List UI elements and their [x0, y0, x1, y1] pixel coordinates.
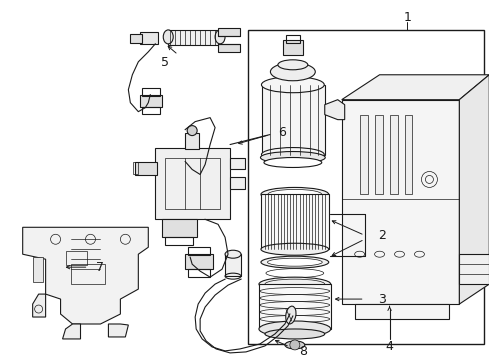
Bar	[390, 114, 397, 194]
Bar	[188, 269, 210, 277]
Polygon shape	[459, 75, 489, 304]
Polygon shape	[342, 100, 459, 304]
Ellipse shape	[215, 30, 225, 44]
Bar	[162, 219, 197, 237]
Bar	[283, 40, 303, 55]
Bar	[165, 158, 220, 210]
Polygon shape	[459, 254, 489, 284]
Bar	[218, 28, 240, 36]
Ellipse shape	[262, 77, 324, 93]
Polygon shape	[63, 324, 80, 339]
Ellipse shape	[268, 189, 322, 199]
Bar	[230, 177, 245, 189]
Bar	[133, 162, 138, 175]
Ellipse shape	[285, 341, 305, 349]
Bar	[185, 254, 213, 269]
Text: 1: 1	[404, 12, 412, 24]
Polygon shape	[108, 324, 128, 337]
Ellipse shape	[259, 321, 331, 337]
Bar	[130, 34, 142, 43]
Bar	[188, 247, 210, 255]
Polygon shape	[325, 100, 344, 120]
Ellipse shape	[286, 306, 296, 324]
Ellipse shape	[264, 158, 322, 167]
Text: 2: 2	[378, 229, 386, 242]
Circle shape	[187, 126, 197, 136]
Bar	[374, 114, 383, 194]
Ellipse shape	[278, 60, 308, 70]
Polygon shape	[155, 148, 230, 219]
Polygon shape	[262, 85, 325, 154]
Bar	[140, 32, 158, 44]
Bar	[248, 30, 484, 344]
Bar	[33, 257, 43, 282]
Polygon shape	[23, 227, 148, 324]
Polygon shape	[168, 30, 220, 45]
Ellipse shape	[261, 256, 329, 268]
Bar	[405, 114, 413, 194]
Ellipse shape	[261, 152, 325, 163]
Text: 4: 4	[386, 341, 393, 354]
Bar	[165, 237, 193, 245]
Bar	[218, 44, 240, 52]
Ellipse shape	[270, 63, 315, 81]
Bar	[225, 254, 241, 276]
Text: 5: 5	[161, 56, 169, 69]
Bar	[230, 158, 245, 170]
Ellipse shape	[163, 30, 173, 44]
Bar	[66, 251, 88, 265]
Ellipse shape	[268, 258, 322, 266]
Bar	[185, 132, 199, 149]
Polygon shape	[342, 75, 489, 100]
Bar	[142, 107, 160, 114]
Polygon shape	[355, 304, 449, 319]
Ellipse shape	[225, 250, 241, 258]
Text: 3: 3	[378, 293, 386, 306]
Bar	[140, 95, 162, 107]
Text: 6: 6	[278, 126, 286, 139]
Text: 8: 8	[299, 345, 307, 359]
Bar	[261, 194, 329, 249]
Ellipse shape	[259, 277, 331, 291]
Circle shape	[290, 340, 300, 350]
Bar	[142, 88, 160, 96]
Ellipse shape	[262, 148, 324, 162]
Polygon shape	[33, 294, 46, 317]
Text: 7: 7	[97, 261, 104, 274]
Ellipse shape	[265, 329, 325, 339]
Bar	[259, 284, 331, 329]
Bar	[135, 162, 157, 175]
Bar	[71, 264, 105, 284]
Bar	[360, 114, 368, 194]
Ellipse shape	[261, 188, 329, 201]
Ellipse shape	[261, 243, 329, 255]
Bar	[286, 35, 300, 43]
